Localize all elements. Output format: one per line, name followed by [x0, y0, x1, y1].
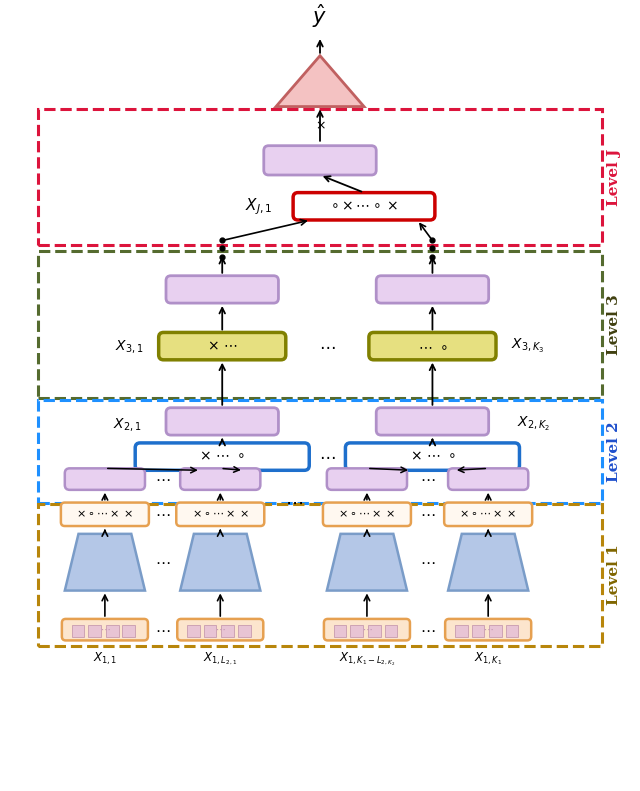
Text: $\times\circ\cdots\times\times$: $\times\circ\cdots\times\times$	[191, 509, 249, 520]
Text: $X_{2,K_2}$: $X_{2,K_2}$	[516, 415, 550, 433]
Text: $\times\ \cdots$: $\times\ \cdots$	[207, 339, 237, 353]
Text: $\cdots$: $\cdots$	[420, 555, 435, 570]
FancyBboxPatch shape	[61, 502, 149, 526]
Text: $X_{1,L_{2,1}}$: $X_{1,L_{2,1}}$	[203, 650, 237, 667]
Text: $X_{J,1}$: $X_{J,1}$	[245, 196, 273, 217]
Text: $\hat{y}$: $\hat{y}$	[312, 2, 328, 30]
FancyBboxPatch shape	[369, 332, 496, 360]
Text: $\cdots$: $\cdots$	[362, 625, 372, 634]
Text: $\cdots$: $\cdots$	[100, 625, 110, 634]
Text: $\cdots$: $\cdots$	[319, 448, 335, 465]
Polygon shape	[65, 534, 145, 591]
Polygon shape	[448, 534, 528, 591]
Text: $X_{2,1}$: $X_{2,1}$	[113, 416, 141, 433]
Text: $X_{3,K_3}$: $X_{3,K_3}$	[511, 337, 544, 355]
Bar	[72, 625, 84, 638]
Polygon shape	[327, 534, 407, 591]
Bar	[350, 625, 363, 638]
Text: $\cdots$: $\cdots$	[420, 623, 435, 637]
FancyBboxPatch shape	[177, 619, 263, 641]
Bar	[122, 625, 135, 638]
FancyBboxPatch shape	[376, 407, 489, 435]
Text: $X_{1,K_1}$: $X_{1,K_1}$	[474, 650, 502, 667]
Bar	[472, 625, 484, 638]
Polygon shape	[276, 55, 364, 107]
FancyBboxPatch shape	[324, 619, 410, 641]
FancyBboxPatch shape	[159, 332, 286, 360]
Bar	[489, 625, 502, 638]
FancyBboxPatch shape	[62, 619, 148, 641]
Text: $X_{3,1}$: $X_{3,1}$	[115, 338, 143, 354]
Bar	[187, 625, 200, 638]
Text: $\times\circ\cdots\times\times$: $\times\circ\cdots\times\times$	[76, 509, 134, 520]
Text: $\times$: $\times$	[315, 119, 325, 133]
Bar	[106, 625, 118, 638]
Text: Level 2: Level 2	[607, 421, 621, 482]
Text: $\times\circ\cdots\times\times$: $\times\circ\cdots\times\times$	[339, 509, 396, 520]
Text: $\cdots$: $\cdots$	[155, 555, 170, 570]
Text: $X_{1,K_1-L_{2,K_2}}$: $X_{1,K_1-L_{2,K_2}}$	[339, 650, 395, 668]
Text: $\cdots$: $\cdots$	[420, 507, 435, 521]
Bar	[506, 625, 518, 638]
Polygon shape	[180, 534, 260, 591]
Bar	[455, 625, 468, 638]
Bar	[204, 625, 216, 638]
Text: $\cdots\ \circ$: $\cdots\ \circ$	[418, 339, 447, 353]
Text: $\cdots$: $\cdots$	[285, 494, 303, 512]
FancyBboxPatch shape	[135, 443, 309, 471]
FancyBboxPatch shape	[346, 443, 520, 471]
FancyBboxPatch shape	[65, 468, 145, 490]
Text: $\cdots$: $\cdots$	[420, 472, 435, 486]
Bar	[38, 504, 602, 646]
FancyBboxPatch shape	[327, 468, 407, 490]
Bar	[368, 625, 381, 638]
Bar	[38, 108, 602, 245]
Text: $\times\circ\cdots\times\times$: $\times\circ\cdots\times\times$	[460, 509, 517, 520]
Bar	[221, 625, 234, 638]
Bar	[238, 625, 251, 638]
FancyBboxPatch shape	[444, 502, 532, 526]
Bar	[38, 252, 602, 398]
Text: $\cdots$: $\cdots$	[215, 625, 225, 634]
FancyBboxPatch shape	[166, 407, 278, 435]
Text: $\times\ \cdots\ \circ$: $\times\ \cdots\ \circ$	[410, 449, 455, 464]
FancyBboxPatch shape	[323, 502, 411, 526]
Bar	[38, 400, 602, 502]
Text: $\circ\times\cdots\circ\times$: $\circ\times\cdots\circ\times$	[330, 199, 398, 214]
FancyBboxPatch shape	[166, 276, 278, 303]
FancyBboxPatch shape	[180, 468, 260, 490]
Text: $\cdots$: $\cdots$	[483, 625, 493, 634]
Text: $X_{1,1}$: $X_{1,1}$	[93, 650, 117, 667]
FancyBboxPatch shape	[176, 502, 264, 526]
Text: $\cdots$: $\cdots$	[155, 623, 170, 637]
FancyBboxPatch shape	[293, 193, 435, 220]
Text: $\cdots$: $\cdots$	[155, 507, 170, 521]
FancyBboxPatch shape	[376, 276, 489, 303]
Text: Level 1: Level 1	[607, 544, 621, 605]
Bar	[333, 625, 346, 638]
FancyBboxPatch shape	[445, 619, 531, 641]
Text: Level 3: Level 3	[607, 294, 621, 355]
Bar	[88, 625, 101, 638]
FancyBboxPatch shape	[448, 468, 528, 490]
Text: $\cdots$: $\cdots$	[155, 472, 170, 486]
Text: $\times\ \cdots\ \circ$: $\times\ \cdots\ \circ$	[200, 449, 245, 464]
Text: $\cdots$: $\cdots$	[319, 338, 335, 354]
Text: Level J: Level J	[607, 148, 621, 206]
Bar	[385, 625, 397, 638]
FancyBboxPatch shape	[264, 146, 376, 175]
